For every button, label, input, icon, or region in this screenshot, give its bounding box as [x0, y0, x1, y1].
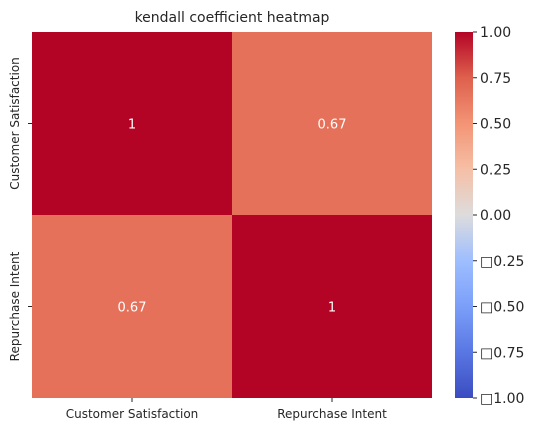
colorbar-gradient — [455, 32, 473, 398]
colorbar-tick-label: □0.25 — [480, 254, 524, 270]
y-tick-label: Repurchase Intent — [8, 251, 22, 361]
cell-value-label: 1 — [328, 301, 336, 316]
heatmap-cells — [32, 32, 432, 398]
cell-value-label: 0.67 — [318, 118, 347, 133]
x-tick-label: Repurchase Intent — [277, 407, 387, 421]
cell-labels: 1 0.67 0.67 1 — [118, 118, 347, 316]
colorbar — [455, 32, 473, 398]
cell-value-label: 1 — [128, 118, 136, 133]
colorbar-tick-label: □1.00 — [480, 391, 524, 407]
colorbar-tick-label: 0.50 — [480, 117, 511, 133]
y-axis: Customer Satisfaction Repurchase Intent — [8, 57, 32, 361]
colorbar-tick-label: □0.75 — [480, 345, 524, 361]
colorbar-tick-label: 0.25 — [480, 162, 511, 178]
heatmap-cell — [232, 215, 432, 398]
colorbar-ticks: 1.00 0.75 0.50 0.25 0.00 □0.25 □0.50 □0.75 □1.00 — [473, 25, 524, 407]
cell-value-label: 0.67 — [118, 301, 147, 316]
colorbar-tick-label: □0.50 — [480, 300, 524, 316]
colorbar-tick-label: 0.75 — [480, 71, 511, 87]
colorbar-tick-label: 1.00 — [480, 25, 511, 41]
chart-title: kendall coefficient heatmap — [135, 10, 330, 26]
heatmap-cell — [32, 32, 232, 215]
heatmap-cell — [32, 215, 232, 398]
y-tick-label: Customer Satisfaction — [8, 57, 22, 190]
x-tick-label: Customer Satisfaction — [66, 407, 199, 421]
heatmap-cell — [232, 32, 432, 215]
x-axis: Customer Satisfaction Repurchase Intent — [66, 398, 387, 421]
colorbar-tick-label: 0.00 — [480, 208, 511, 224]
